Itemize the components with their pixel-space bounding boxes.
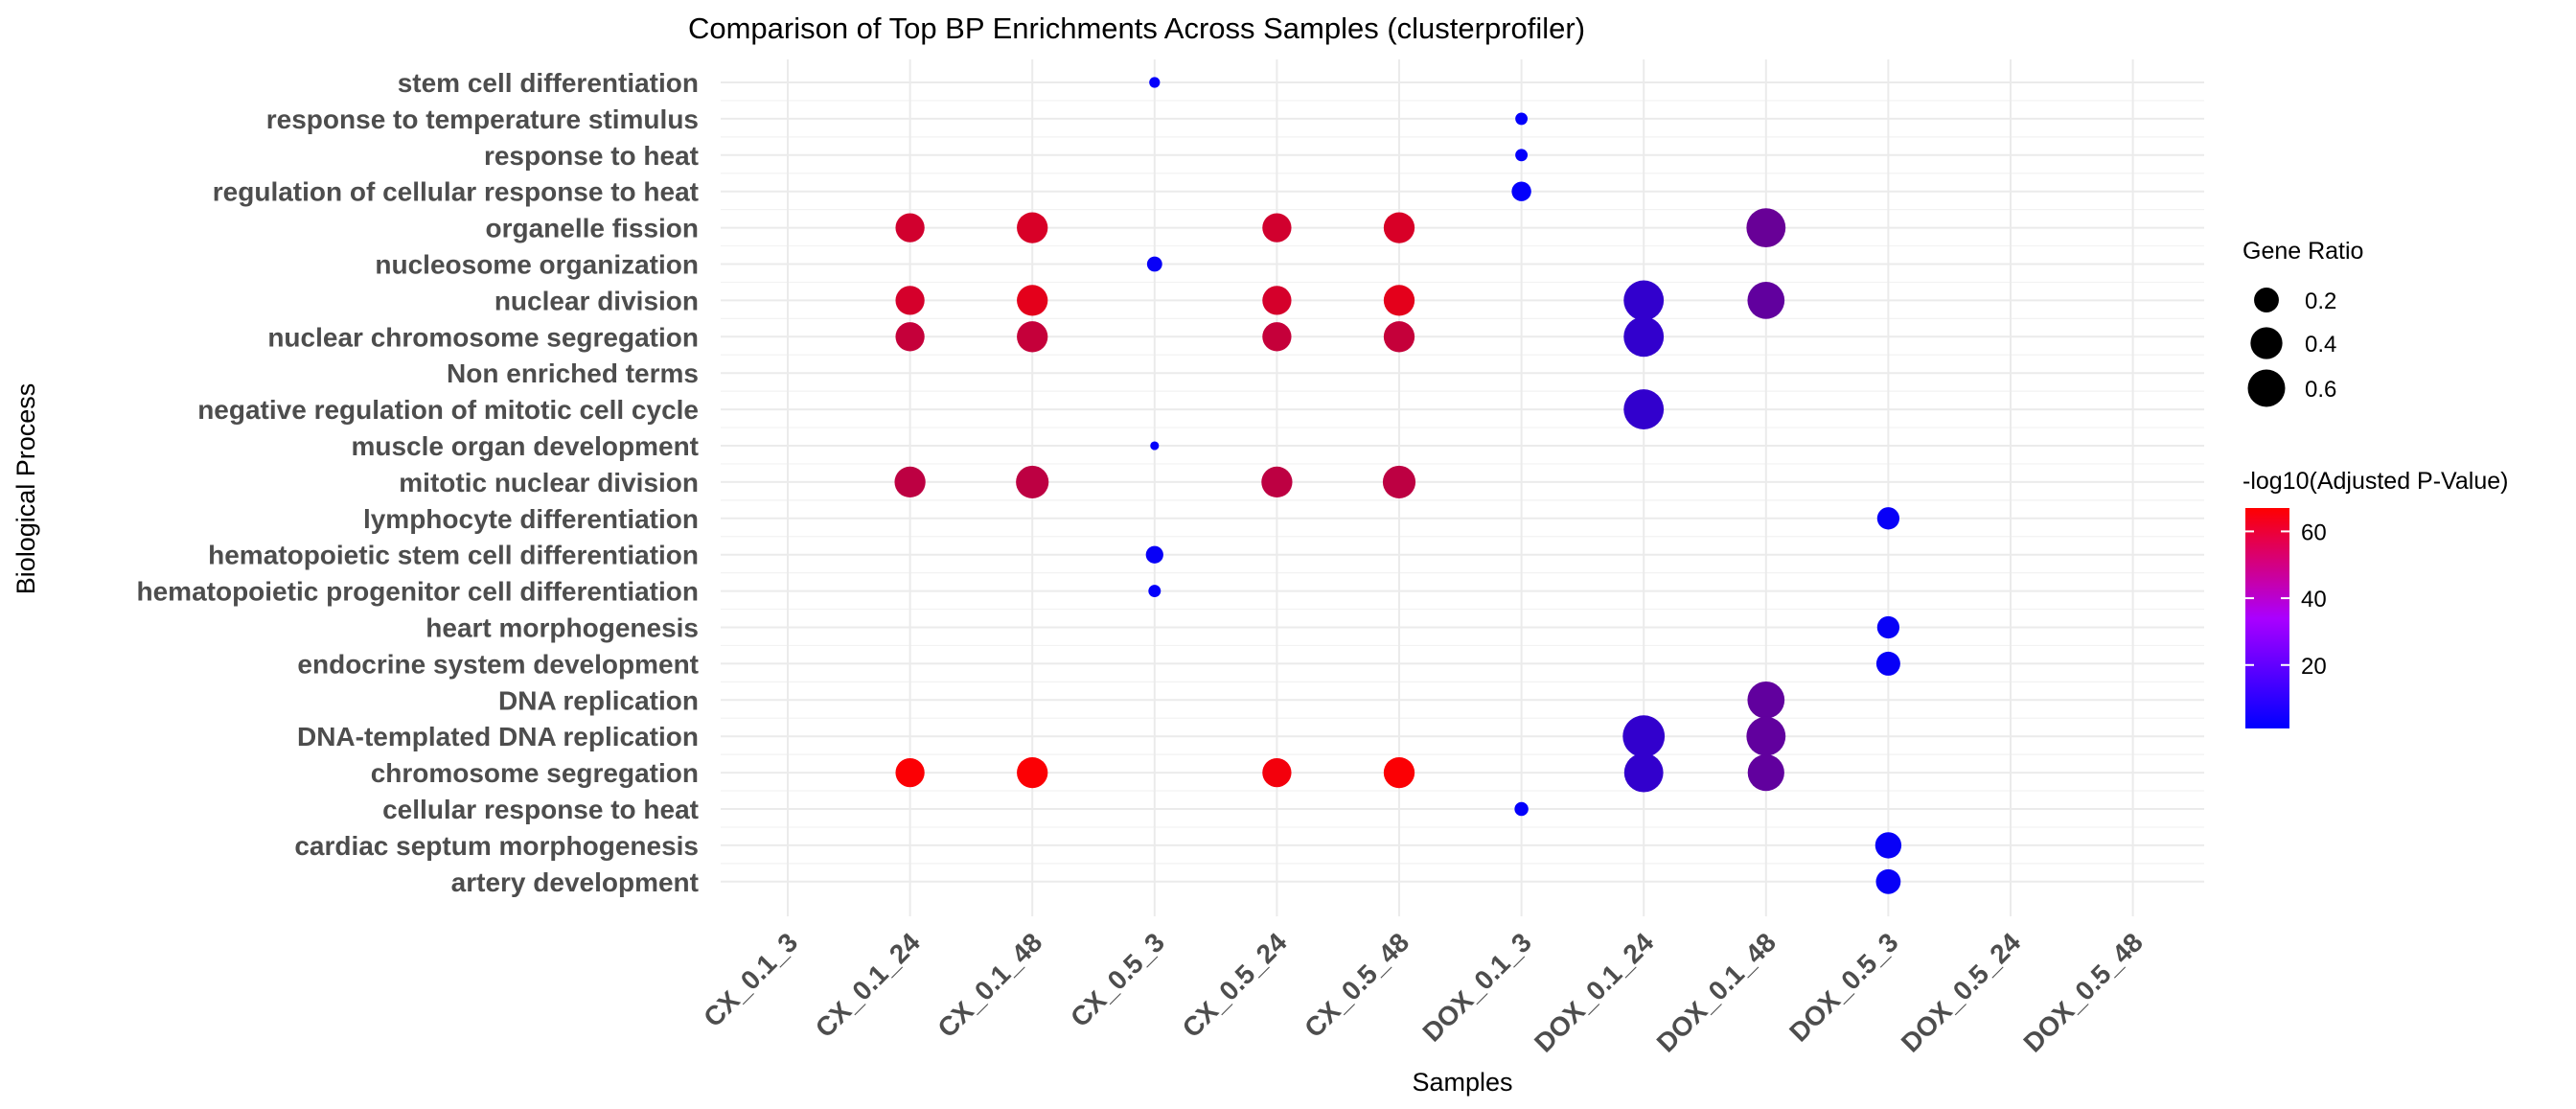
point-cx-0-1-48-mitotic-nuclear-division <box>1016 465 1049 498</box>
point-cx-0-5-24-mitotic-nuclear-division <box>1261 466 1293 498</box>
point-cx-0-5-24-nuclear-division <box>1262 286 1292 315</box>
color-legend: -log10(Adjusted P-Value) 20 40 60 <box>2242 468 2508 728</box>
point-cx-0-5-24-nuclear-chromosome-segregation <box>1262 322 1292 352</box>
y-tick-label: mitotic nuclear division <box>399 468 699 497</box>
y-tick-label: chromosome segregation <box>371 758 699 788</box>
point-cx-0-5-3-muscle-organ-development <box>1150 441 1160 451</box>
point-dox-0-5-3-lymphocyte-differentiation <box>1876 507 1900 530</box>
point-cx-0-1-24-nuclear-chromosome-segregation <box>895 322 925 352</box>
size-legend-title: Gene Ratio <box>2242 238 2363 265</box>
point-dox-0-1-48-nuclear-division <box>1747 282 1785 319</box>
y-tick-label: lymphocyte differentiation <box>363 504 699 534</box>
y-axis-title: Biological Process <box>12 383 40 595</box>
point-cx-0-1-24-chromosome-segregation <box>895 757 925 788</box>
size-legend-key <box>2250 327 2283 359</box>
y-tick-label: nuclear division <box>494 286 699 315</box>
point-cx-0-1-48-organelle-fission <box>1017 212 1048 243</box>
y-tick-label: endocrine system development <box>297 649 699 679</box>
point-cx-0-5-48-chromosome-segregation <box>1383 756 1415 789</box>
point-cx-0-5-3-hematopoietic-progenitor-cell-differentiation <box>1148 585 1162 598</box>
chart-title: Comparison of Top BP Enrichments Across … <box>688 12 1585 45</box>
point-cx-0-1-48-chromosome-segregation <box>1017 756 1048 789</box>
point-cx-0-1-48-nuclear-division <box>1017 285 1048 316</box>
point-dox-0-5-3-endocrine-system-development <box>1875 651 1900 676</box>
y-tick-label: nuclear chromosome segregation <box>267 322 699 352</box>
color-legend-title: -log10(Adjusted P-Value) <box>2242 468 2508 495</box>
point-cx-0-5-48-mitotic-nuclear-division <box>1382 465 1416 498</box>
colorbar <box>2245 508 2289 728</box>
y-tick-label: muscle organ development <box>351 431 699 461</box>
y-tick-label: response to heat <box>484 141 699 171</box>
y-tick-label: cardiac septum morphogenesis <box>294 831 699 861</box>
size-legend-key <box>2247 369 2286 407</box>
point-dox-0-1-24-nuclear-chromosome-segregation <box>1623 316 1665 358</box>
point-cx-0-5-24-chromosome-segregation <box>1262 757 1292 788</box>
point-dox-0-1-24-chromosome-segregation <box>1623 752 1664 793</box>
color-legend-label: 40 <box>2301 587 2327 612</box>
point-cx-0-1-24-nuclear-division <box>895 286 925 315</box>
point-dox-0-1-3-regulation-of-cellular-response-to-heat <box>1511 181 1531 201</box>
point-dox-0-1-48-dna-templated-dna-replication <box>1746 716 1786 756</box>
y-tick-label: hematopoietic progenitor cell differenti… <box>137 577 700 607</box>
point-dox-0-1-24-negative-regulation-of-mitotic-cell-cycle <box>1623 389 1665 430</box>
y-tick-label: DNA replication <box>498 685 699 715</box>
point-cx-0-1-24-organelle-fission <box>895 213 925 243</box>
point-dox-0-1-24-nuclear-division <box>1623 280 1665 321</box>
point-dox-0-1-48-chromosome-segregation <box>1747 754 1784 792</box>
y-tick-label: negative regulation of mitotic cell cycl… <box>197 395 699 425</box>
y-tick-label: stem cell differentiation <box>398 68 699 98</box>
point-cx-0-5-3-stem-cell-differentiation <box>1149 77 1161 88</box>
point-dox-0-5-3-cardiac-septum-morphogenesis <box>1874 832 1902 859</box>
point-cx-0-1-48-nuclear-chromosome-segregation <box>1017 321 1048 353</box>
point-cx-0-1-24-mitotic-nuclear-division <box>894 466 926 498</box>
point-dox-0-1-48-organelle-fission <box>1746 208 1786 248</box>
point-dox-0-5-3-artery-development <box>1875 868 1901 894</box>
y-tick-label: response to temperature stimulus <box>266 104 699 134</box>
point-cx-0-5-48-nuclear-chromosome-segregation <box>1383 321 1415 353</box>
x-axis-title: Samples <box>1412 1068 1512 1097</box>
y-tick-label: hematopoietic stem cell differentiation <box>208 541 699 570</box>
size-legend-key <box>2254 288 2279 312</box>
point-cx-0-5-3-nucleosome-organization <box>1146 256 1162 272</box>
point-cx-0-5-3-hematopoietic-stem-cell-differentiation <box>1145 545 1163 564</box>
point-dox-0-1-3-response-to-heat <box>1515 149 1529 162</box>
size-legend: Gene Ratio 0.2 0.4 0.6 <box>2242 238 2363 407</box>
point-cx-0-5-48-organelle-fission <box>1383 212 1415 243</box>
plot-grid <box>721 59 2204 916</box>
color-legend-label: 20 <box>2301 654 2327 680</box>
point-dox-0-1-48-dna-replication <box>1747 681 1785 719</box>
point-dox-0-1-3-response-to-temperature-stimulus <box>1515 112 1529 126</box>
point-cx-0-5-48-nuclear-division <box>1383 285 1415 316</box>
size-legend-label: 0.4 <box>2305 332 2336 358</box>
color-legend-label: 60 <box>2301 520 2327 545</box>
point-dox-0-5-3-heart-morphogenesis <box>1876 615 1900 639</box>
y-tick-label: cellular response to heat <box>382 795 699 824</box>
y-tick-label: nucleosome organization <box>375 250 699 280</box>
y-tick-label: regulation of cellular response to heat <box>213 177 699 207</box>
data-points <box>894 77 1902 894</box>
y-tick-label: organelle fission <box>486 214 700 243</box>
y-tick-label: DNA-templated DNA replication <box>297 722 699 751</box>
point-cx-0-5-24-organelle-fission <box>1262 213 1292 243</box>
size-legend-label: 0.6 <box>2305 377 2336 403</box>
point-dox-0-1-3-cellular-response-to-heat <box>1514 801 1529 817</box>
y-tick-label: Non enriched terms <box>447 358 699 388</box>
y-tick-label: artery development <box>451 867 699 897</box>
size-legend-label: 0.2 <box>2305 289 2336 314</box>
y-axis-tick-labels: stem cell differentiation response to tem… <box>137 68 700 897</box>
point-dox-0-1-24-dna-templated-dna-replication <box>1622 715 1666 758</box>
y-tick-label: heart morphogenesis <box>426 613 699 643</box>
